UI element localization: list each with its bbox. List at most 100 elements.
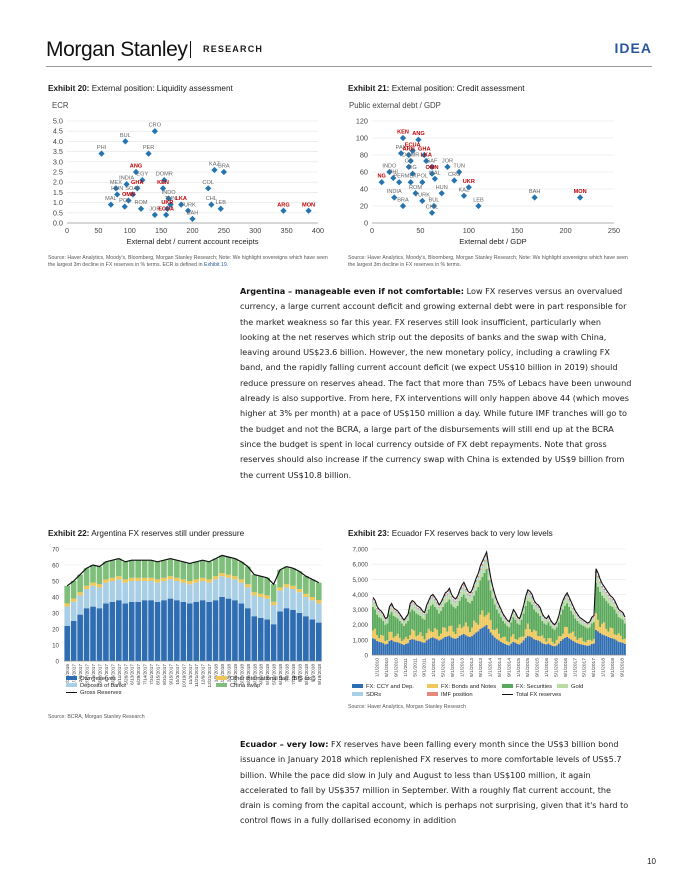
area-segment-2 [448, 626, 451, 636]
area-segment-1 [541, 643, 544, 655]
area-segment-1 [615, 640, 618, 655]
area-segment-5 [372, 600, 374, 602]
area-segment-1 [566, 636, 568, 655]
area-segment-5 [574, 613, 577, 615]
area-segment-3 [372, 606, 374, 631]
exhibit-22-source: Source: BCRA, Morgan Stanley Research [48, 714, 145, 720]
area-segment-4 [390, 607, 393, 613]
point-label-tun: TUN [453, 164, 465, 170]
area-segment-3 [543, 623, 546, 639]
data-point-cro [151, 128, 158, 135]
area-segment-3 [398, 620, 401, 638]
area-segment-3 [452, 606, 455, 632]
area-segment-2 [539, 636, 542, 642]
area-segment-5 [601, 587, 604, 590]
area-segment-2 [526, 623, 529, 637]
bar-segment-3 [232, 576, 238, 580]
area-segment-3 [584, 627, 587, 643]
area-segment-3 [621, 619, 624, 640]
x-tick-label: 1/1/2014 [488, 658, 494, 677]
y-tick-label: 0 [56, 659, 60, 666]
area-segment-2 [522, 636, 525, 641]
legend-sdrs: SDRs [352, 692, 381, 698]
bar-segment-1 [167, 598, 174, 661]
area-segment-4 [440, 606, 443, 611]
x-tick-label: 7/3/2018 [285, 664, 290, 683]
area-segment-5 [458, 593, 461, 595]
bar-segment-4 [174, 560, 180, 578]
area-segment-5 [415, 607, 418, 609]
area-segment-2 [489, 619, 492, 633]
bar-segment-2 [148, 581, 154, 601]
point-label-egy: EGY [136, 172, 148, 178]
area-segment-3 [601, 595, 604, 624]
bar-segment-3 [161, 577, 167, 581]
y-tick-label: 1.0 [53, 198, 63, 207]
area-segment-3 [537, 613, 540, 636]
area-segment-6 [487, 568, 490, 571]
area-segment-1 [555, 645, 558, 655]
bar-segment-3 [135, 577, 141, 581]
area-segment-4 [471, 594, 473, 601]
area-segment-3 [481, 576, 484, 611]
bar-segment-4 [309, 579, 316, 597]
x-tick-label: 250 [218, 226, 230, 235]
bar-segment-4 [290, 568, 296, 586]
point-label-domr: DOMR [156, 172, 173, 178]
area-segment-4 [402, 622, 405, 626]
area-segment-1 [518, 644, 521, 655]
exhibit-19-link[interactable]: Exhibit 19 [204, 262, 227, 269]
x-tick-label: 300 [249, 226, 261, 235]
area-segment-1 [454, 638, 457, 655]
area-segment-1 [421, 642, 424, 655]
area-segment-4 [376, 610, 378, 615]
bar-segment-1 [257, 617, 264, 661]
bar-segment-3 [296, 589, 303, 593]
area-segment-3 [566, 603, 568, 628]
y-tick-label: 80 [360, 151, 368, 160]
area-segment-6 [483, 559, 486, 562]
area-segment-5 [423, 614, 426, 616]
area-segment-5 [398, 616, 401, 618]
x-tick-label: 8/15/2017 [156, 664, 161, 685]
area-segment-5 [376, 608, 378, 611]
area-segment-1 [427, 639, 430, 655]
x-tick-label: 5/1/2011 [412, 658, 418, 677]
area-segment-1 [444, 636, 447, 655]
bar-segment-4 [109, 560, 116, 578]
area-segment-2 [405, 636, 407, 644]
data-point-mal [107, 201, 115, 208]
bar-segment-4 [103, 561, 109, 580]
data-point-bul [122, 138, 129, 145]
page-header: Morgan Stanley RESEARCH IDEA [46, 38, 652, 64]
area-segment-3 [429, 605, 432, 632]
bar-segment-3 [96, 584, 103, 588]
area-segment-2 [409, 635, 412, 641]
area-segment-4 [512, 613, 515, 618]
area-segment-6 [531, 596, 533, 598]
area-segment-4 [580, 621, 583, 625]
x-tick-label: 9/1/2015 [535, 658, 541, 677]
data-point-kaz [460, 192, 468, 199]
area-segment-1 [456, 637, 459, 655]
bar-segment-4 [277, 569, 283, 588]
area-segment-6 [623, 618, 626, 620]
area-segment-3 [392, 615, 395, 638]
bar-segment-3 [83, 585, 90, 589]
x-tick-label: 10/3/2017 [175, 664, 180, 685]
area-segment-4 [448, 593, 451, 600]
area-segment-3 [374, 609, 376, 629]
bar-segment-1 [270, 624, 277, 661]
area-segment-3 [458, 600, 461, 625]
bar-segment-1 [174, 600, 180, 661]
area-segment-3 [617, 617, 620, 634]
x-tick-label: 1/1/2016 [544, 658, 550, 677]
bar-segment-2 [309, 600, 316, 620]
area-segment-4 [493, 599, 496, 605]
area-segment-3 [495, 609, 498, 629]
area-segment-1 [619, 642, 622, 655]
bar-segment-2 [315, 603, 322, 623]
area-segment-1 [386, 643, 389, 655]
area-segment-1 [502, 643, 504, 655]
